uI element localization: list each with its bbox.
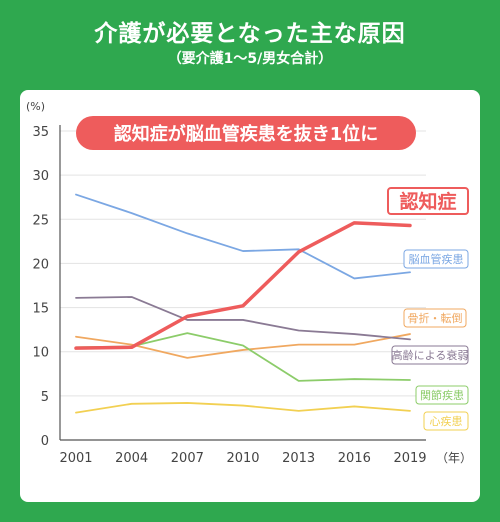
series-line-3 — [75, 296, 411, 341]
series-label-0: 認知症 — [399, 190, 456, 213]
series-label-box-3 — [391, 345, 469, 365]
y-tick-label: 25 — [32, 213, 49, 228]
axes: 0 5 10 15 20 25 30 35 (%) 2001 2004 2007 2010 2013 201… — [26, 100, 472, 466]
x-tick-label: 2013 — [282, 451, 315, 466]
series-line-2 — [75, 333, 411, 359]
series-label-box-0 — [387, 187, 469, 215]
series-label-3: 高齢による衰弱 — [392, 348, 469, 362]
y-tick-label: 20 — [32, 257, 49, 272]
series-label-2: 骨折・転倒 — [408, 311, 463, 325]
series-label-box-4 — [415, 385, 469, 405]
chart-title: 介護が必要となった主な原因 — [94, 21, 406, 47]
series-label-5: 心疾患 — [430, 414, 463, 428]
series-line-5 — [75, 402, 411, 414]
y-tick-label: 35 — [32, 125, 49, 140]
chart-subtitle: （要介護1～5/男女合計） — [167, 51, 333, 67]
y-tick-label: 30 — [32, 169, 49, 184]
grid — [60, 130, 426, 397]
series-label-1: 脳血管疾患 — [409, 252, 464, 266]
y-unit-label: (%) — [26, 100, 45, 113]
series-label-4: 関節疾患 — [420, 388, 464, 402]
y-tick-label: 5 — [41, 390, 49, 405]
y-tick-label: 15 — [32, 302, 49, 317]
annotation-text: 認知症が脳血管疾患を抜き1位に — [114, 123, 379, 145]
series-lines — [74, 193, 412, 414]
series-line-1 — [75, 193, 411, 280]
series-line-0 — [74, 221, 412, 350]
y-tick-label: 0 — [41, 434, 49, 449]
x-tick-label: 2019 — [393, 451, 426, 466]
x-tick-label: 2004 — [115, 451, 148, 466]
x-tick-label: 2001 — [59, 451, 92, 466]
x-unit-label: （年） — [436, 451, 472, 465]
chart-card — [20, 90, 480, 502]
series-label-box-2 — [403, 308, 467, 328]
series-label-box-1 — [403, 249, 469, 269]
series-label-box-5 — [423, 411, 469, 431]
x-tick-label: 2010 — [226, 451, 259, 466]
x-tick-label: 2007 — [171, 451, 204, 466]
x-tick-label: 2016 — [338, 451, 371, 466]
y-tick-label: 10 — [32, 346, 49, 361]
annotation-banner: 認知症が脳血管疾患を抜き1位に — [76, 116, 416, 150]
series-line-4 — [75, 332, 411, 382]
